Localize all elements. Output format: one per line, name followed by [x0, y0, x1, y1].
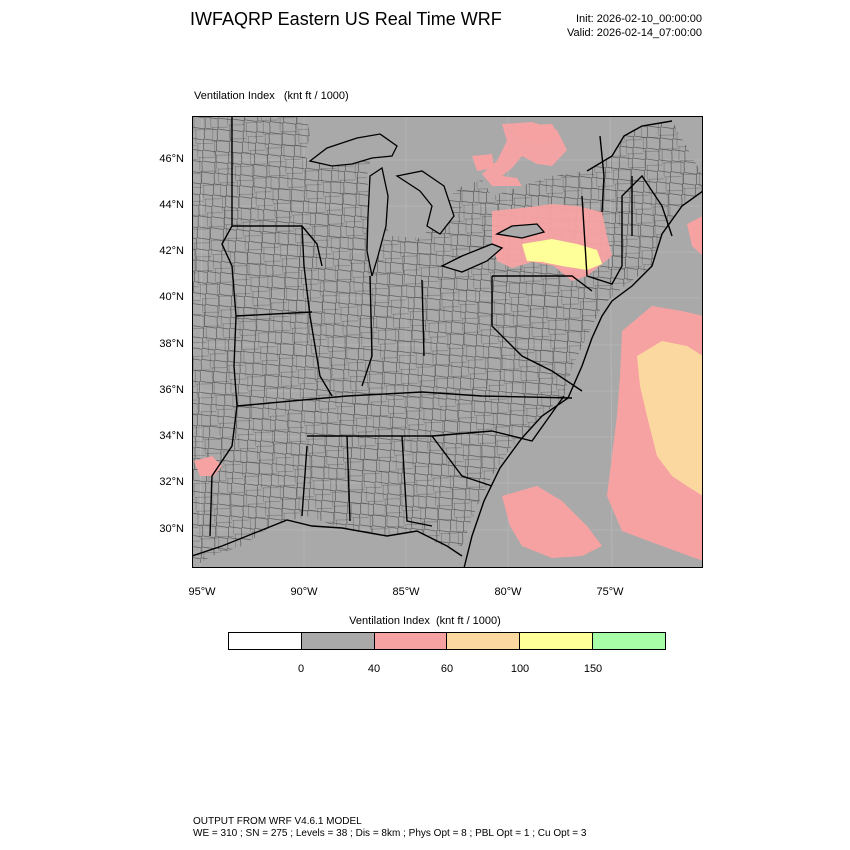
lat-label-38: 38°N [159, 338, 184, 350]
lake-michigan [366, 166, 389, 277]
map-border [192, 116, 703, 568]
great-lakes [308, 133, 546, 277]
pink-region-northeast [687, 216, 703, 256]
lake-ontario [494, 223, 546, 239]
gulf-coastline [192, 519, 463, 557]
pink-region-southeast [502, 486, 602, 558]
init-time: Init: 2026-02-10_00:00:00 [576, 13, 702, 25]
lat-label-32: 32°N [159, 476, 184, 488]
model-info-line1: OUTPUT FROM WRF V4.6.1 MODEL [193, 816, 362, 827]
orange-region-atlantic [637, 341, 703, 496]
model-info-line2: WE = 310 ; SN = 275 ; Levels = 38 ; Dis … [193, 828, 587, 839]
colorbar-tick: 40 [367, 663, 381, 675]
lat-label-46: 46°N [159, 153, 184, 165]
map-field-label: Ventilation Index (knt ft / 1000) [194, 90, 349, 102]
lake-erie [440, 243, 504, 273]
lat-label-42: 42°N [159, 245, 184, 257]
lat-label-44: 44°N [159, 199, 184, 211]
colorbar-box [373, 632, 447, 650]
colorbar-tick: 150 [583, 663, 603, 675]
lon-label-85: 85°W [392, 586, 420, 598]
colorbar-tick: 60 [440, 663, 454, 675]
colorbar-box [592, 632, 666, 650]
state-boundaries [209, 116, 673, 537]
lon-label-80: 80°W [494, 586, 522, 598]
colorbar-tick: 100 [510, 663, 530, 675]
colorbar-box [446, 632, 520, 650]
map-panel [192, 116, 703, 568]
colorbar-box [519, 632, 593, 650]
colorbar-box [228, 632, 301, 650]
lake-superior [308, 133, 398, 167]
map-title: IWFAQRP Eastern US Real Time WRF [190, 9, 502, 29]
lon-label-95: 95°W [188, 586, 216, 598]
lat-label-30: 30°N [159, 523, 184, 535]
lake-huron [395, 170, 455, 235]
lat-label-34: 34°N [159, 430, 184, 442]
yellow-region-ny [522, 239, 602, 270]
colorbar [228, 632, 666, 650]
valid-time: Valid: 2026-02-14_07:00:00 [567, 27, 702, 39]
coastline [463, 190, 703, 568]
colorbar-tick: 0 [297, 663, 305, 675]
colorbar-title: Ventilation Index (knt ft / 1000) [349, 615, 501, 627]
map-canvas [192, 116, 703, 568]
lon-label-75: 75°W [596, 586, 624, 598]
lon-label-90: 90°W [290, 586, 318, 598]
lat-label-36: 36°N [159, 384, 184, 396]
lat-label-40: 40°N [159, 291, 184, 303]
ventilation-shading [194, 122, 703, 561]
colorbar-box [300, 632, 374, 650]
